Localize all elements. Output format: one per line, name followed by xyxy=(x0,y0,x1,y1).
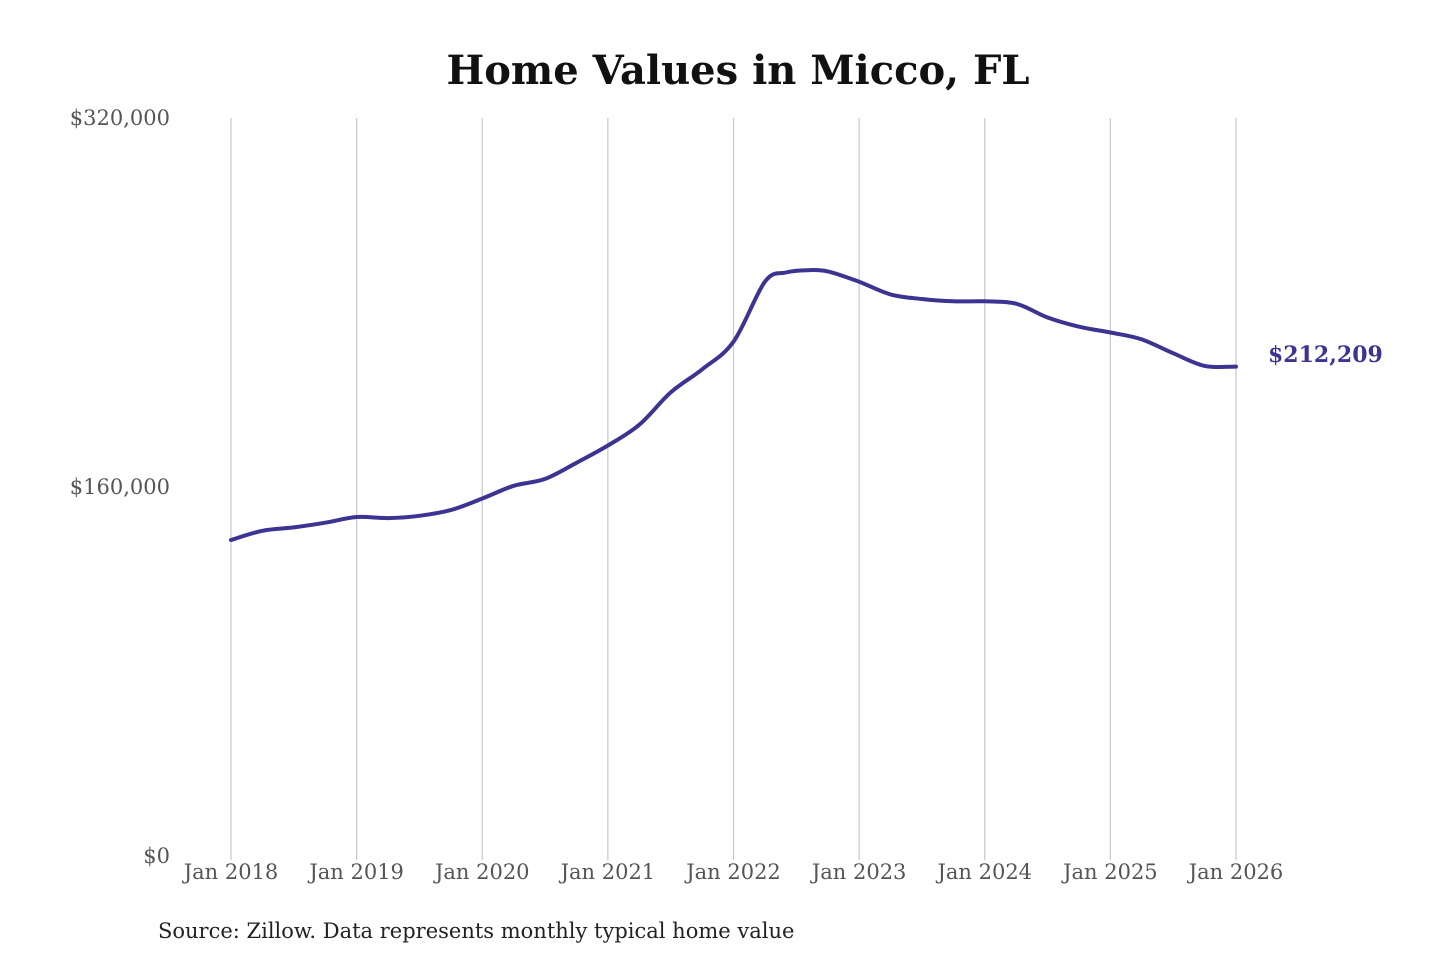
x-tick-label-2018-01: Jan 2018 xyxy=(182,860,279,884)
x-tick-label-2026-01: Jan 2026 xyxy=(1187,860,1284,884)
x-tick-label-2020-01: Jan 2020 xyxy=(433,860,530,884)
x-tick-label-2024-01: Jan 2024 xyxy=(935,860,1032,884)
x-axis-tick-labels: Jan 2018 Jan 2019 Jan 2020 Jan 2021 Jan 2022… xyxy=(182,860,1284,884)
y-tick-label-320000: $320,000 xyxy=(70,106,170,130)
x-tick-label-2025-01: Jan 2025 xyxy=(1061,860,1158,884)
x-tick-label-2021-01: Jan 2021 xyxy=(559,860,656,884)
home-value-series-line xyxy=(229,267,1238,542)
x-tick-label-2022-01: Jan 2022 xyxy=(684,860,781,884)
y-tick-label-160000: $160,000 xyxy=(70,475,170,499)
gridlines xyxy=(230,118,1237,860)
source-note: Source: Zillow. Data represents monthly … xyxy=(158,919,794,943)
y-tick-label-0: $0 xyxy=(143,844,170,868)
x-tick-label-2023-01: Jan 2023 xyxy=(810,860,907,884)
latest-value-label: $212,209 xyxy=(1268,342,1383,368)
y-axis-tick-labels: $0 $160,000 $320,000 xyxy=(70,106,170,868)
chart-title: Home Values in Micco, FL xyxy=(446,47,1029,94)
x-tick-label-2019-01: Jan 2019 xyxy=(307,860,404,884)
